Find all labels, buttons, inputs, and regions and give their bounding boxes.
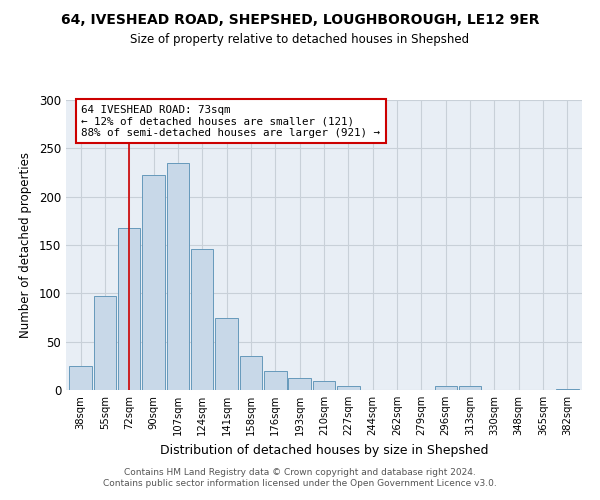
Bar xyxy=(289,378,311,390)
Bar xyxy=(94,296,116,390)
X-axis label: Distribution of detached houses by size in Shepshed: Distribution of detached houses by size … xyxy=(160,444,488,456)
Y-axis label: Number of detached properties: Number of detached properties xyxy=(19,152,32,338)
Bar xyxy=(337,386,359,390)
Bar xyxy=(434,386,457,390)
Bar xyxy=(556,389,578,390)
Bar xyxy=(191,249,214,390)
Bar xyxy=(313,382,335,390)
Bar xyxy=(167,163,189,390)
Bar xyxy=(70,366,92,390)
Bar xyxy=(264,370,287,390)
Text: 64 IVESHEAD ROAD: 73sqm
← 12% of detached houses are smaller (121)
88% of semi-d: 64 IVESHEAD ROAD: 73sqm ← 12% of detache… xyxy=(82,105,380,138)
Text: Size of property relative to detached houses in Shepshed: Size of property relative to detached ho… xyxy=(130,32,470,46)
Bar xyxy=(118,228,140,390)
Bar xyxy=(240,356,262,390)
Bar xyxy=(215,318,238,390)
Text: Contains HM Land Registry data © Crown copyright and database right 2024.
Contai: Contains HM Land Registry data © Crown c… xyxy=(103,468,497,487)
Bar xyxy=(459,386,481,390)
Bar xyxy=(142,176,165,390)
Text: 64, IVESHEAD ROAD, SHEPSHED, LOUGHBOROUGH, LE12 9ER: 64, IVESHEAD ROAD, SHEPSHED, LOUGHBOROUG… xyxy=(61,12,539,26)
